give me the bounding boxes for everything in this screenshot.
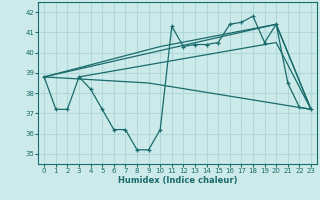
X-axis label: Humidex (Indice chaleur): Humidex (Indice chaleur) [118,176,237,185]
